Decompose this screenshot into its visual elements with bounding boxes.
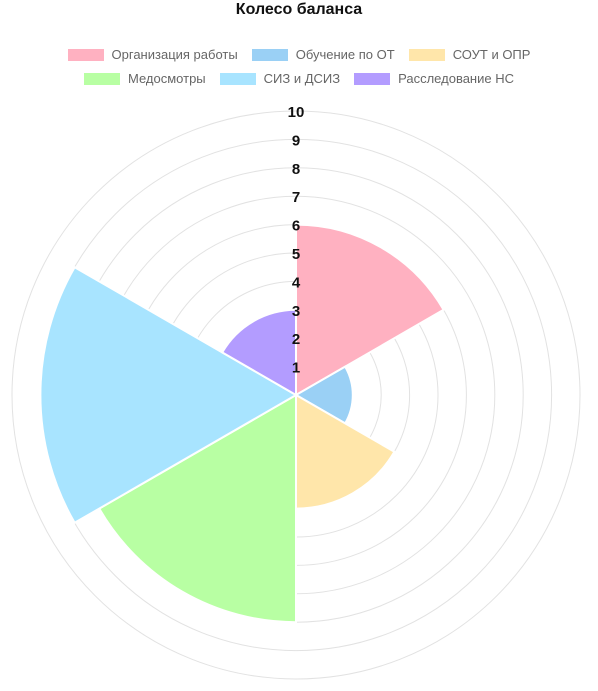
radial-tick-label: 7 xyxy=(292,189,300,206)
legend-label: СОУТ и ОПР xyxy=(452,47,531,62)
legend-item[interactable]: Обучение по ОТ xyxy=(251,47,395,63)
radial-tick-label: 4 xyxy=(292,274,301,291)
grid-circle xyxy=(11,110,581,680)
legend-row-1: Организация работы Обучение по ОТ СОУТ и… xyxy=(0,47,598,63)
legend-swatch xyxy=(84,73,120,85)
legend-swatch xyxy=(251,49,288,61)
polar-sector[interactable] xyxy=(39,265,299,525)
legend-item[interactable]: СОУТ и ОПР xyxy=(408,47,531,63)
radial-tick-label: 8 xyxy=(292,161,300,178)
legend-item[interactable]: СИЗ и ДСИЗ xyxy=(219,71,341,87)
polar-sector[interactable] xyxy=(295,393,396,510)
polar-sector[interactable] xyxy=(294,365,354,425)
legend-label: Расследование НС xyxy=(398,71,514,86)
legend-swatch xyxy=(67,49,104,61)
legend-item[interactable]: Расследование НС xyxy=(354,71,514,87)
chart-title: Колесо баланса xyxy=(235,1,363,18)
polar-sector[interactable] xyxy=(220,308,297,397)
legend-item[interactable]: Медосмотры xyxy=(84,71,206,87)
legend-swatch xyxy=(219,73,256,85)
radial-tick-label: 2 xyxy=(292,331,300,348)
radial-tick-label: 1 xyxy=(292,360,300,377)
radial-tick-label: 3 xyxy=(292,303,300,320)
radial-tick-label: 5 xyxy=(292,246,300,263)
legend-label: Обучение по ОТ xyxy=(295,47,395,62)
polar-sector[interactable] xyxy=(97,393,297,624)
legend-label: Медосмотры xyxy=(128,71,206,86)
legend-row-2: Медосмотры СИЗ и ДСИЗ Расследование НС xyxy=(0,71,598,87)
legend-item[interactable]: Организация работы xyxy=(67,47,238,63)
legend-label: Организация работы xyxy=(111,47,238,62)
legend-swatch xyxy=(354,73,391,85)
polar-sector[interactable] xyxy=(295,223,445,397)
radial-tick-label: 10 xyxy=(288,104,305,121)
legend-label: СИЗ и ДСИЗ xyxy=(263,71,341,86)
legend-swatch xyxy=(408,49,445,61)
radial-tick-label: 9 xyxy=(292,132,300,149)
radial-tick-label: 6 xyxy=(292,218,300,235)
